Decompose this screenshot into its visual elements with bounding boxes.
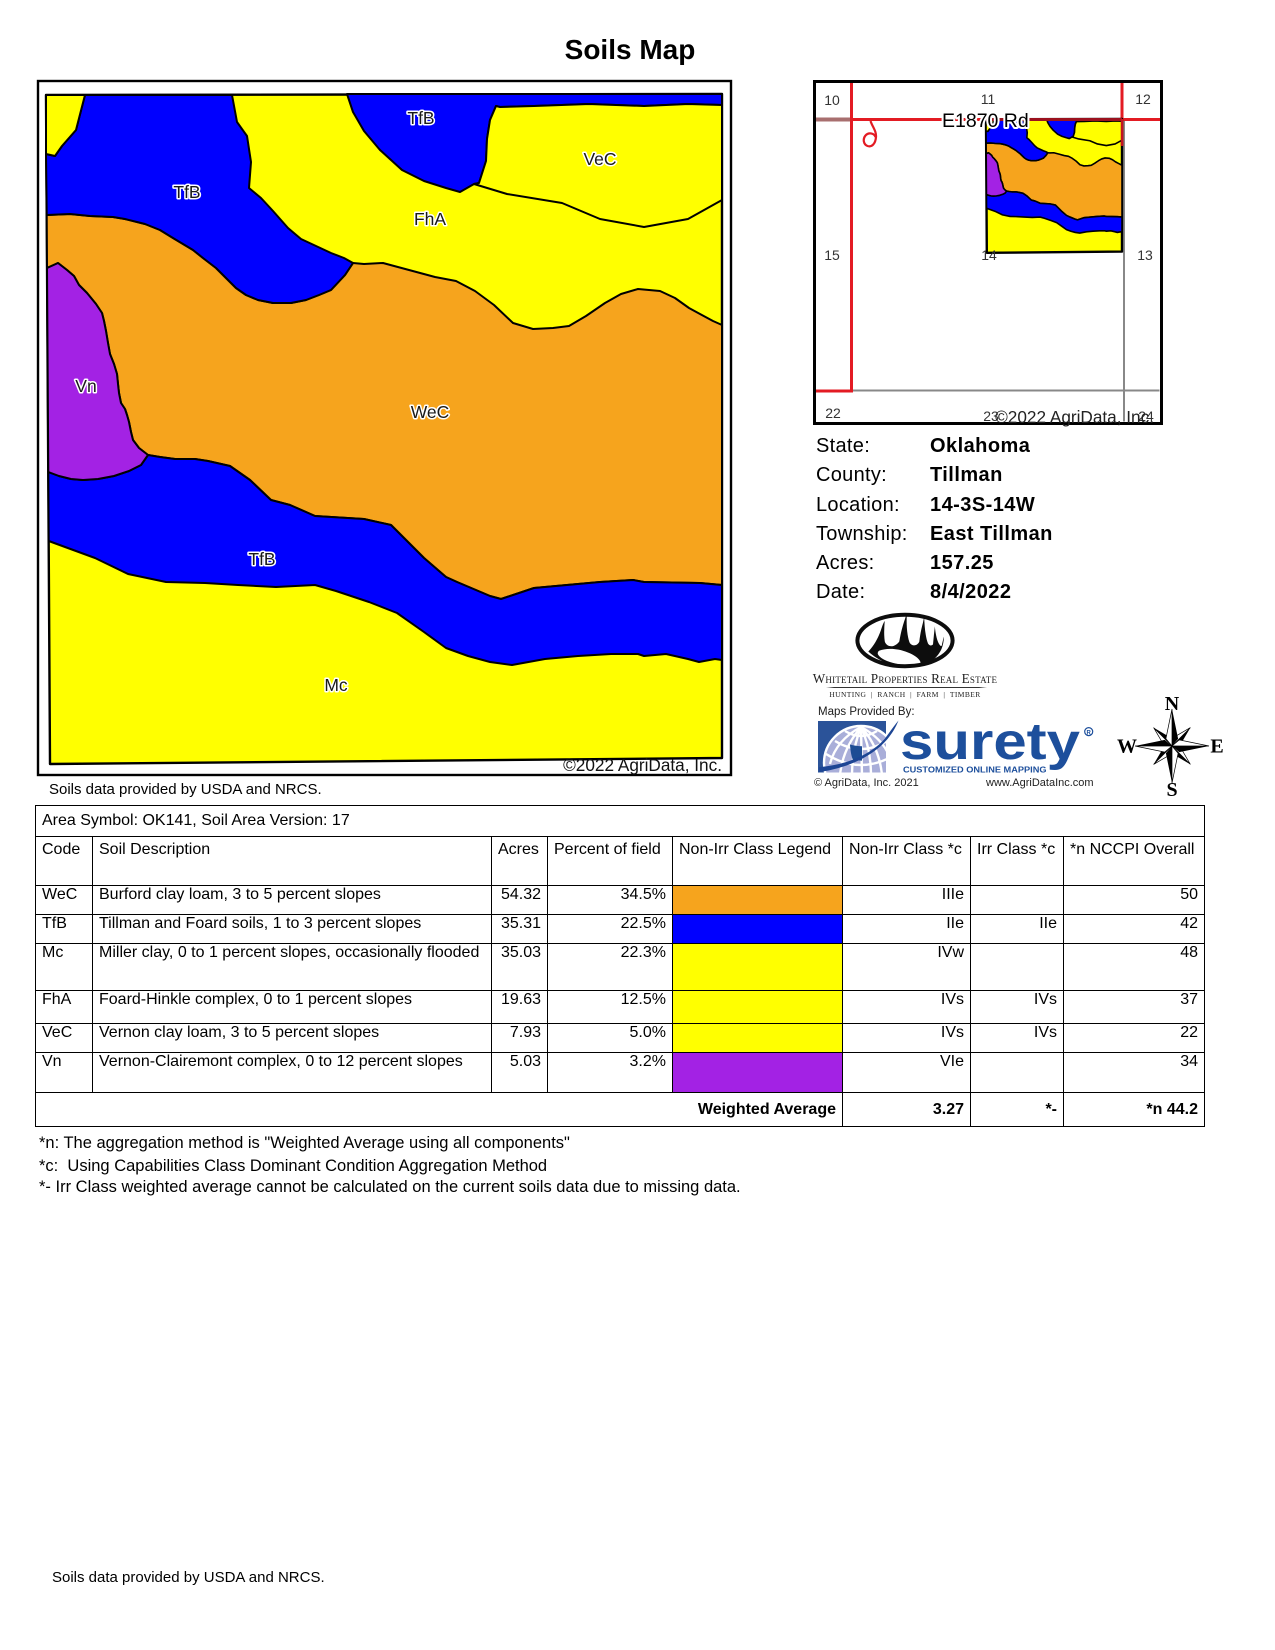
svg-text:©2022 AgriData, Inc.: ©2022 AgriData, Inc. [563, 755, 722, 775]
svg-text:VeC: VeC [583, 149, 616, 169]
svg-text:TfB: TfB [407, 108, 434, 128]
svg-text:13: 13 [1137, 247, 1153, 263]
svg-text:Vn: Vn [75, 376, 96, 396]
svg-text:24: 24 [1138, 408, 1154, 424]
svg-text:14: 14 [981, 247, 997, 263]
svg-text:10: 10 [824, 92, 840, 108]
svg-text:N: N [1165, 693, 1180, 715]
svg-text:E: E [1210, 736, 1223, 758]
svg-text:23: 23 [983, 408, 999, 424]
svg-text:surety: surety [900, 713, 1080, 771]
svg-text:©2022 AgriData, Inc.: ©2022 AgriData, Inc. [995, 407, 1154, 427]
svg-text:R: R [1087, 730, 1092, 736]
svg-text:TfB: TfB [173, 182, 200, 202]
svg-text:WeC: WeC [411, 402, 450, 422]
svg-text:11: 11 [981, 91, 996, 107]
svg-text:CUSTOMIZED ONLINE MAPPING: CUSTOMIZED ONLINE MAPPING [903, 766, 1047, 775]
svg-text:22: 22 [825, 405, 841, 421]
svg-text:FhA: FhA [414, 209, 446, 229]
svg-text:12: 12 [1135, 91, 1151, 107]
svg-text:W: W [1117, 736, 1137, 758]
svg-text:15: 15 [824, 247, 840, 263]
svg-text:E1870 Rd: E1870 Rd [942, 110, 1029, 132]
svg-text:S: S [1166, 779, 1177, 801]
svg-text:Mc: Mc [324, 675, 348, 695]
svg-text:TfB: TfB [248, 549, 275, 569]
